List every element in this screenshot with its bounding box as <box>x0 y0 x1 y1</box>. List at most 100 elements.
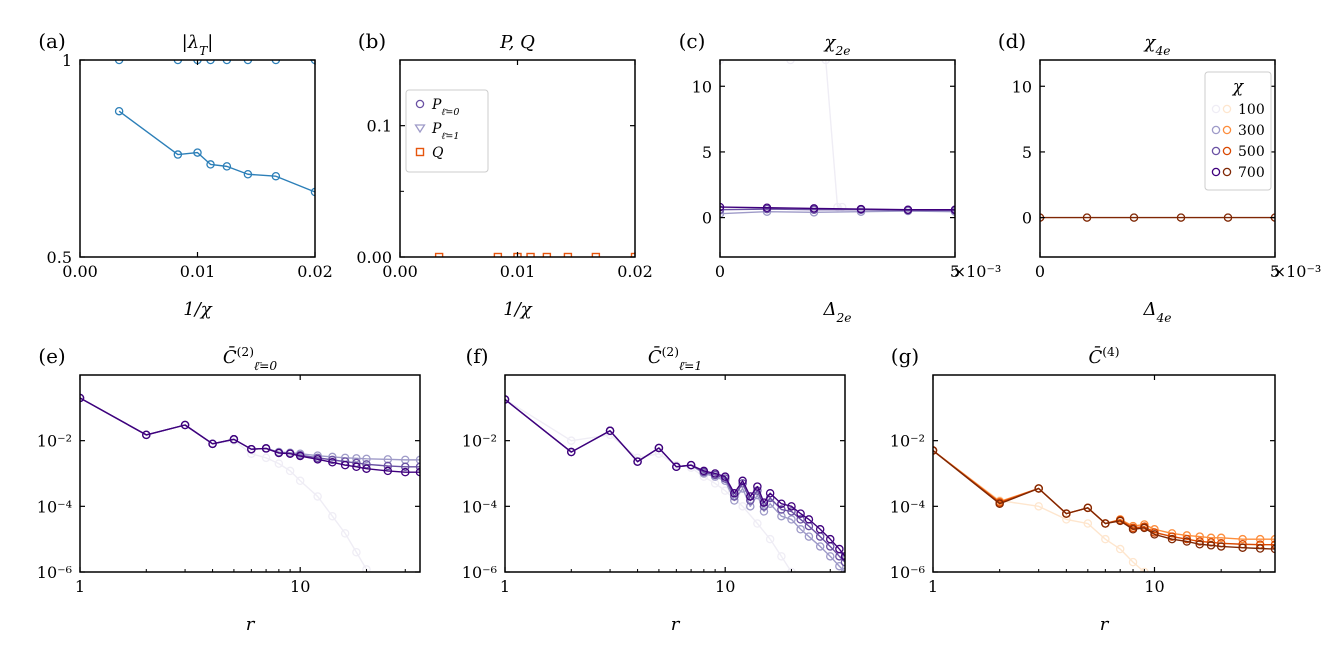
data-point <box>654 443 664 453</box>
data-point <box>206 160 215 169</box>
data-point <box>796 525 805 534</box>
legend-marker <box>415 99 425 109</box>
plot-area <box>720 60 955 218</box>
data-point <box>759 507 769 516</box>
panel-g: (g) C̄(4) 1 10 10⁻⁶ 10⁻⁴ 10⁻² r <box>890 344 1276 635</box>
data-point <box>699 466 709 476</box>
data-point <box>787 567 796 572</box>
data-point <box>605 426 615 436</box>
x-offset-label: ×10⁻³ <box>953 262 1002 281</box>
panel-label: (g) <box>891 344 919 368</box>
data-point <box>654 449 664 458</box>
legend-label: Pℓ̄=1 <box>431 121 459 142</box>
panel-title-part: 4e <box>1154 44 1170 58</box>
data-point <box>261 444 271 453</box>
legend-marker-left <box>1211 146 1221 156</box>
data-point <box>274 459 284 468</box>
panel-title: C̄(2)ℓ̄=0 <box>223 345 277 373</box>
data-point <box>1082 213 1092 222</box>
data-point <box>809 204 819 213</box>
data-point <box>313 492 322 501</box>
data-point <box>362 565 371 572</box>
series-line <box>933 449 1145 572</box>
data-point <box>328 458 337 467</box>
data-point <box>753 482 762 491</box>
legend-label-part: Q <box>432 145 444 161</box>
y-tick-label: 10⁻² <box>462 432 497 451</box>
y-tick-label: 10 <box>692 77 712 96</box>
x-axis-label: Δ2e <box>822 299 851 325</box>
legend-label-part: ℓ̄=0 <box>441 107 459 118</box>
data-point <box>1255 534 1265 544</box>
x-tick-label: 5 <box>1270 262 1280 281</box>
x-offset-label: ×10⁻³ <box>1273 262 1322 281</box>
x-axis-label-part: 2e <box>835 311 851 325</box>
x-tick-label: 1 <box>928 577 938 596</box>
plot-area <box>505 395 845 572</box>
y-tick-label: 5 <box>702 143 712 162</box>
panel-label: (b) <box>358 29 386 53</box>
panel-title-part: 2e <box>834 44 850 58</box>
data-point <box>796 509 805 518</box>
data-point <box>567 436 576 445</box>
data-point <box>567 447 576 457</box>
data-point <box>526 252 535 257</box>
data-point <box>180 420 190 430</box>
data-point <box>746 492 755 501</box>
data-point <box>1101 519 1110 528</box>
panel-f: (f) C̄(2)ℓ̄=1 1 10 10⁻⁶ 10⁻⁴ 10⁻² r <box>462 344 846 635</box>
x-tick-label: 10 <box>1144 577 1164 596</box>
panel-title-part: ℓ̄=0 <box>254 359 277 373</box>
panel-e: (e) C̄(2)ℓ̄=0 1 10 10⁻⁶ 10⁻⁴ 10⁻² r <box>37 344 421 635</box>
data-point <box>1128 557 1138 567</box>
panel-b: (b) P, Q0.00 0.01 0.020.000.11/χPℓ̄=0Pℓ̄=1Q <box>356 29 652 320</box>
data-point <box>352 547 361 557</box>
y-tick-label: 10⁻² <box>37 432 72 451</box>
data-point <box>1206 541 1216 550</box>
data-point <box>1083 503 1093 513</box>
x-tick-label: 0 <box>715 262 725 281</box>
data-point <box>787 507 796 516</box>
axes-frame <box>504 374 846 573</box>
data-point <box>1270 540 1275 549</box>
data-point <box>285 466 295 476</box>
legend-marker-right <box>1222 167 1232 177</box>
y-tick-label: 0.1 <box>367 117 392 136</box>
legend-marker <box>415 147 425 157</box>
data-point <box>1115 516 1125 526</box>
legend-label-part: P <box>431 121 442 137</box>
data-point <box>787 502 796 511</box>
legend-label: 100 <box>1238 102 1265 118</box>
data-point <box>835 561 844 571</box>
series-line <box>720 206 955 211</box>
data-point <box>835 544 844 554</box>
panel-title: |λT| <box>182 32 214 58</box>
x-axis-label-part: r <box>246 614 256 635</box>
x-tick-label: 0.01 <box>500 262 536 281</box>
data-point <box>787 515 796 524</box>
panel-title-part: χ <box>823 32 837 53</box>
data-point <box>434 252 444 257</box>
data-point <box>1115 544 1125 554</box>
data-point <box>274 448 284 458</box>
y-tick-label: 10⁻⁴ <box>462 497 497 516</box>
y-tick-label: 10⁻⁴ <box>37 497 72 516</box>
data-point <box>815 525 825 534</box>
data-point <box>1167 534 1177 544</box>
data-point <box>856 204 866 214</box>
data-point <box>1182 534 1192 544</box>
data-point <box>328 455 337 465</box>
data-point <box>1150 530 1159 539</box>
data-point <box>826 552 835 561</box>
data-point <box>826 534 835 544</box>
panel-title-part: C̄ <box>223 345 237 368</box>
x-axis-label: Δ4e <box>1142 299 1171 325</box>
series--700 <box>505 395 845 561</box>
data-point <box>1140 523 1149 533</box>
data-point <box>738 479 747 488</box>
series--700 <box>933 446 1275 554</box>
data-point <box>1167 532 1177 541</box>
data-point <box>995 499 1004 508</box>
x-tick-label: 1 <box>75 577 85 596</box>
